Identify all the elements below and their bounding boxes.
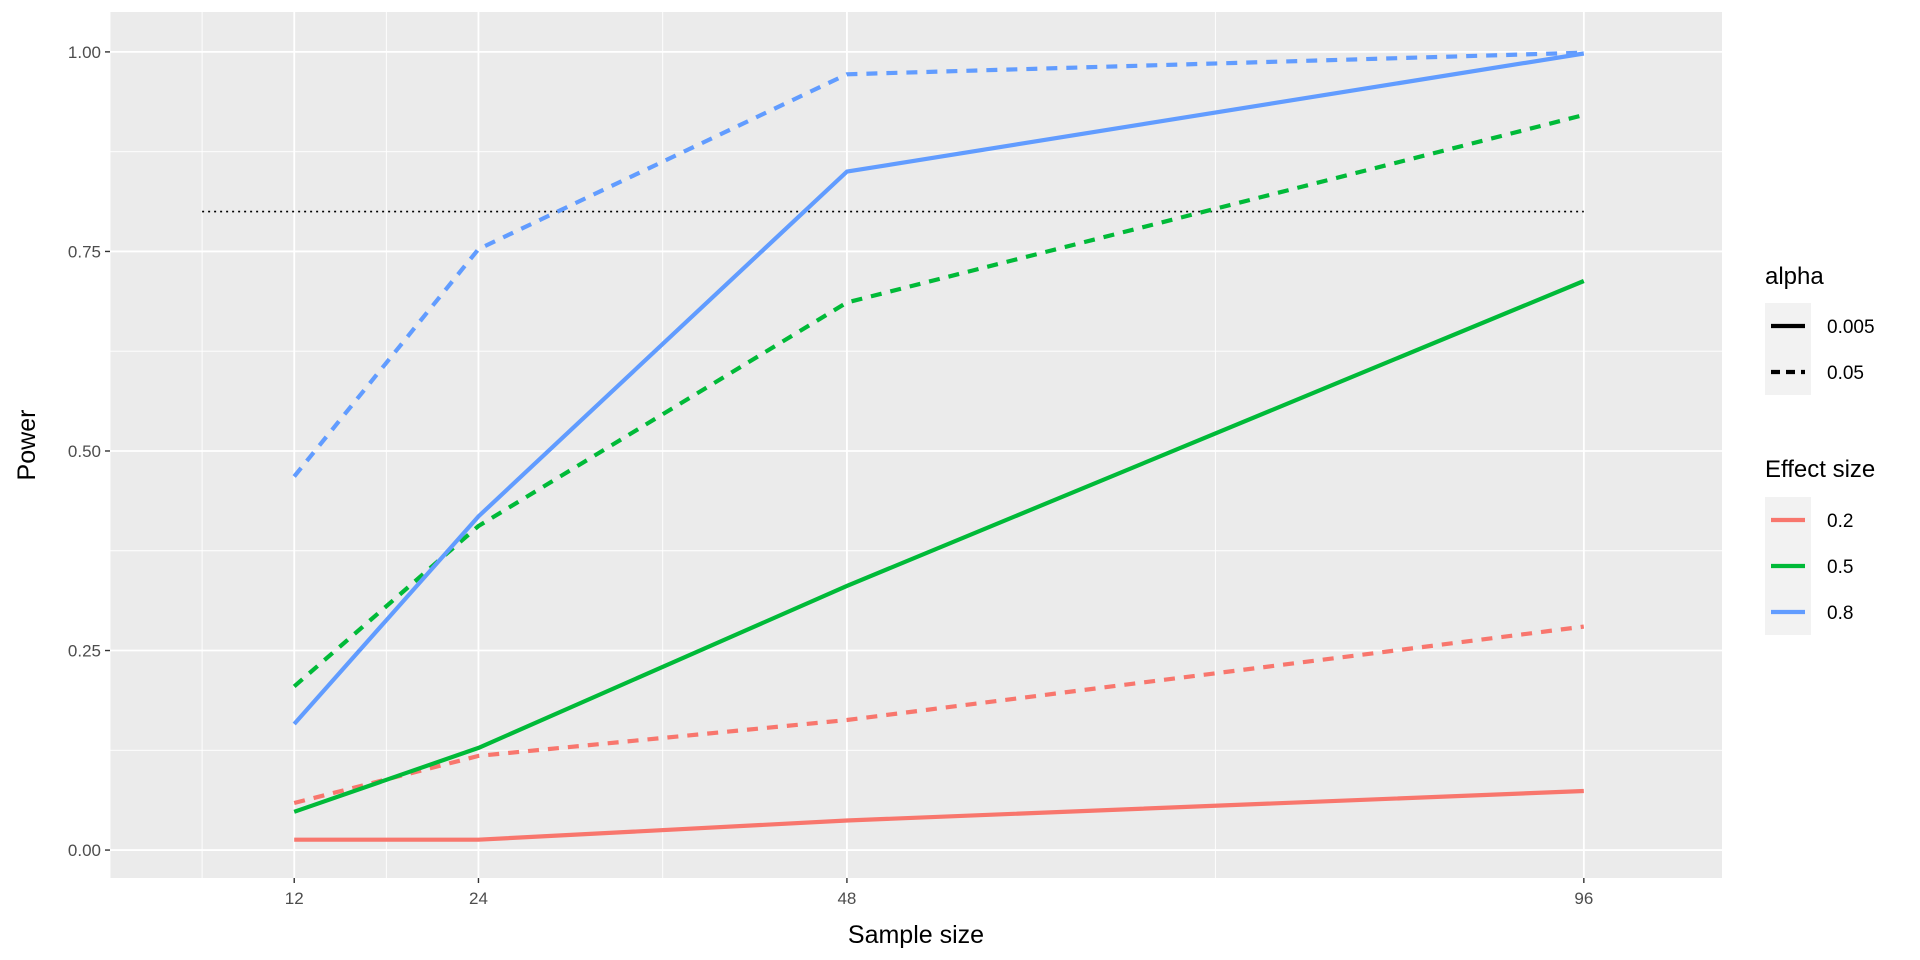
legend-effect-size: Effect size 0.2 0.5 0.8 [1765, 456, 1875, 635]
grid-major [110, 12, 1722, 878]
legend-label: 0.05 [1827, 363, 1864, 384]
series-line-effect-0.5-alpha-0.005 [293, 279, 1585, 814]
legend-label: 0.5 [1827, 557, 1853, 578]
legend-label: 0.2 [1827, 511, 1853, 532]
y-tick-label: 0.25 [68, 642, 101, 661]
series-line-effect-0.8-alpha-0.005 [292, 51, 1585, 726]
series-line-effect-0.2-alpha-0.005 [294, 788, 1584, 842]
x-axis: 12 24 48 96 [285, 878, 1593, 908]
y-tick-label: 1.00 [68, 43, 101, 62]
legend-label: 0.8 [1827, 603, 1853, 624]
legend-alpha-title: alpha [1765, 263, 1824, 290]
legend-effect-size-title: Effect size [1765, 456, 1875, 483]
legend-label: 0.005 [1827, 317, 1875, 338]
x-tick-label: 24 [469, 889, 488, 908]
x-axis-title: Sample size [848, 921, 984, 949]
legend-alpha: alpha 0.005 0.05 [1765, 263, 1875, 395]
plot-panel [110, 12, 1722, 878]
series-layer [292, 50, 1585, 842]
y-tick-label: 0.75 [68, 242, 101, 261]
y-axis-title: Power [13, 410, 41, 481]
y-tick-label: 0.00 [68, 841, 101, 860]
x-tick-label: 48 [837, 889, 856, 908]
y-tick-label: 0.50 [68, 442, 101, 461]
series-line-effect-0.5-alpha-0.05 [292, 112, 1585, 688]
y-axis: 0.00 0.25 0.50 0.75 1.00 [68, 43, 110, 860]
x-tick-label: 12 [285, 889, 304, 908]
grid-minor [109, 12, 1722, 878]
legend-alpha-keys-bg [1765, 303, 1811, 395]
series-line-effect-0.8-alpha-0.05 [292, 50, 1584, 478]
x-tick-label: 96 [1574, 889, 1593, 908]
